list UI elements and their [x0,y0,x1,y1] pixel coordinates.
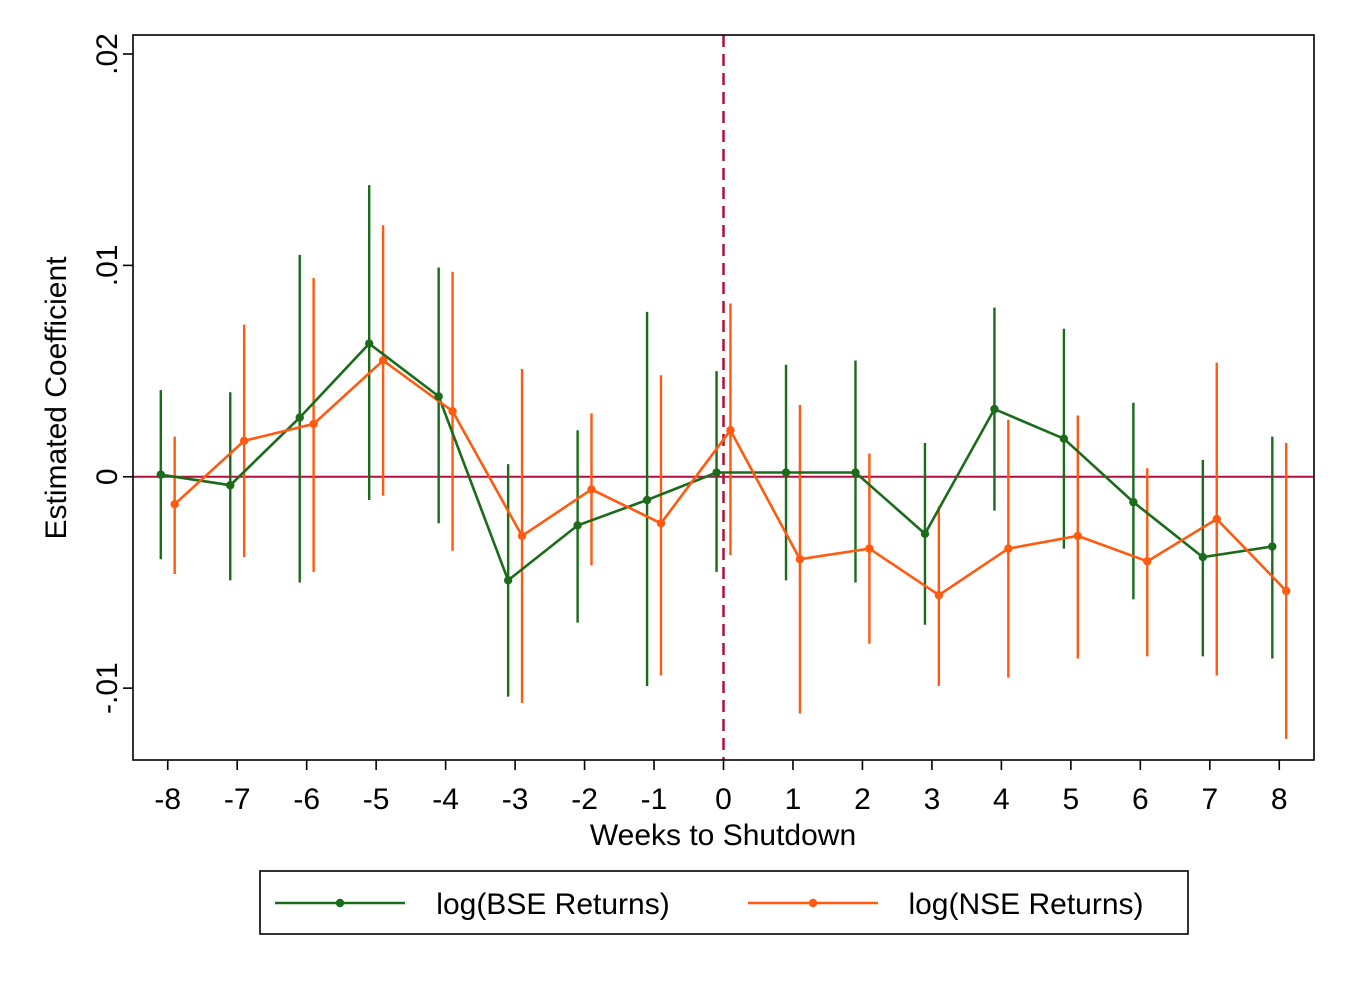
x-axis: -8 -7 -6 -5 -4 -3 -2 -1 0 1 2 3 4 5 6 7 8 [154,760,1288,816]
x-tick-label: 5 [1063,783,1080,816]
series-2-point [448,407,457,416]
legend: log(BSE Returns) log(NSE Returns) [259,870,1189,935]
legend-swatch-marker [335,898,345,908]
x-tick-label: -3 [502,783,529,816]
x-tick-label: 7 [1201,783,1218,816]
series-1-point [712,468,721,477]
series-1-point [920,529,930,539]
y-tick-label: -.01 [91,662,124,714]
series-2-point [656,519,666,528]
legend-box [259,870,1189,935]
x-tick-label: -2 [571,783,598,816]
x-tick-label: -4 [432,783,459,816]
legend-swatch-marker [808,898,818,908]
y-tick-label: 0 [91,468,124,485]
x-tick-label: -7 [224,783,251,816]
x-tick-label: 4 [993,783,1010,816]
series-1-point [1268,542,1277,551]
x-tick-label: -5 [363,783,390,816]
series-1-point [156,470,165,479]
series-1-point [781,468,791,477]
series-1-point [642,495,652,505]
series-2-point [170,500,179,509]
x-tick-label: 6 [1132,783,1149,816]
series-2-point [934,590,944,600]
series-1-point [226,481,235,490]
series-1-point [1129,497,1138,507]
series-2-point [378,356,388,365]
data-points [156,339,1291,600]
y-tick-label: .02 [91,33,124,75]
y-tick-label: .01 [91,245,124,287]
x-tick-label: -8 [154,783,181,816]
series-1-point [434,392,443,401]
y-axis-label: Estimated Coefficient [40,256,73,540]
series-1-point [990,404,999,414]
legend-label: log(BSE Returns) [436,888,669,921]
x-tick-label: -1 [641,783,668,816]
x-axis-label: Weeks to Shutdown [590,819,856,852]
legend-label: log(NSE Returns) [908,888,1143,921]
series-2-point [1073,531,1083,541]
x-tick-label: 2 [854,783,871,816]
series-1-point [1198,552,1208,562]
x-tick-label: 1 [785,783,802,816]
x-tick-label: -6 [293,783,320,816]
series-1-point [365,339,374,348]
series-1-point [295,413,304,422]
series-2-point [726,426,735,435]
series-1-point [573,521,582,530]
series-2-point [239,436,249,446]
x-tick-label: 3 [924,783,941,816]
series-2-point [1004,544,1013,553]
series-1-point [1059,434,1069,443]
series-2-point [517,531,527,541]
series-1-point [503,576,513,585]
series-1-point [851,468,860,477]
series-2-point [865,544,874,553]
series-2-point [1282,586,1291,596]
x-tick-label: 0 [715,783,732,816]
legend-items: log(BSE Returns) log(NSE Returns) [275,888,1144,921]
series-2-point [1212,514,1221,524]
x-tick-label: 8 [1271,783,1288,816]
series-2-point [309,419,318,429]
y-axis: -.01 0 .01 .02 [91,33,133,714]
reference-lines [133,35,1314,760]
series-2-point [587,485,596,494]
series-2-point [1143,557,1152,566]
series-2-point [795,554,805,564]
